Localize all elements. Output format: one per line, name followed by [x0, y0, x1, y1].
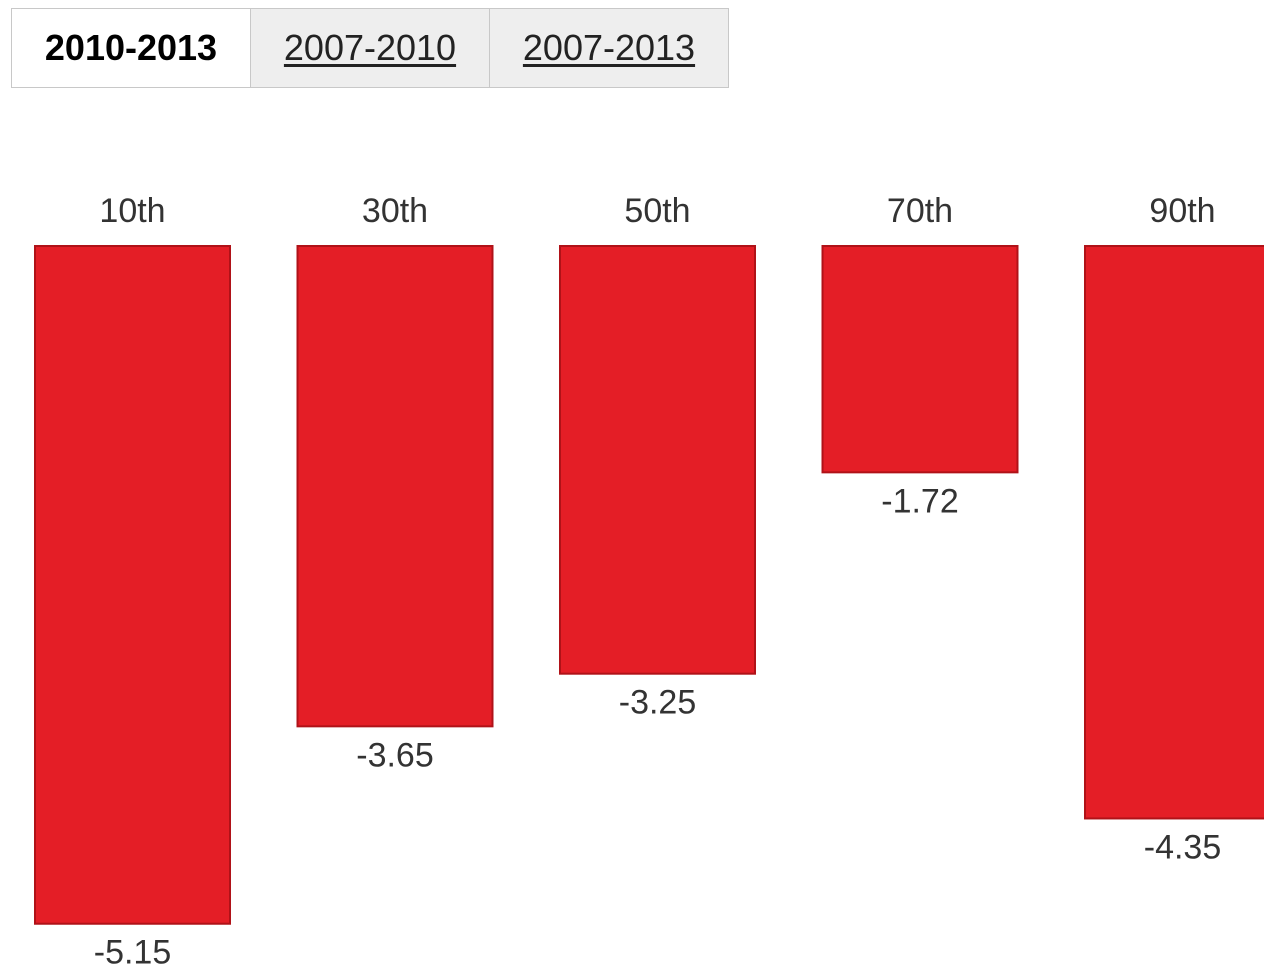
bar-10th: [34, 245, 231, 925]
bar-70th: [821, 245, 1019, 474]
bar-30th: [296, 245, 494, 728]
category-label-50th: 50th: [624, 192, 690, 230]
bar-50th: [559, 245, 756, 675]
tab-2007-2013[interactable]: 2007-2013: [489, 8, 729, 88]
category-label-70th: 70th: [887, 192, 953, 230]
value-label-50th: -3.25: [619, 684, 697, 722]
category-label-30th: 30th: [362, 192, 428, 230]
value-label-10th: -5.15: [94, 934, 172, 971]
category-label-90th: 90th: [1149, 192, 1215, 230]
bar-90th: [1084, 245, 1264, 820]
tab-2007-2010[interactable]: 2007-2010: [250, 8, 490, 88]
value-label-90th: -4.35: [1144, 828, 1222, 866]
period-tabs: 2010-2013 2007-2010 2007-2013: [11, 8, 729, 88]
tab-2010-2013[interactable]: 2010-2013: [11, 8, 251, 88]
value-label-70th: -1.72: [881, 482, 959, 520]
category-label-10th: 10th: [99, 192, 165, 230]
value-label-30th: -3.65: [356, 736, 434, 774]
